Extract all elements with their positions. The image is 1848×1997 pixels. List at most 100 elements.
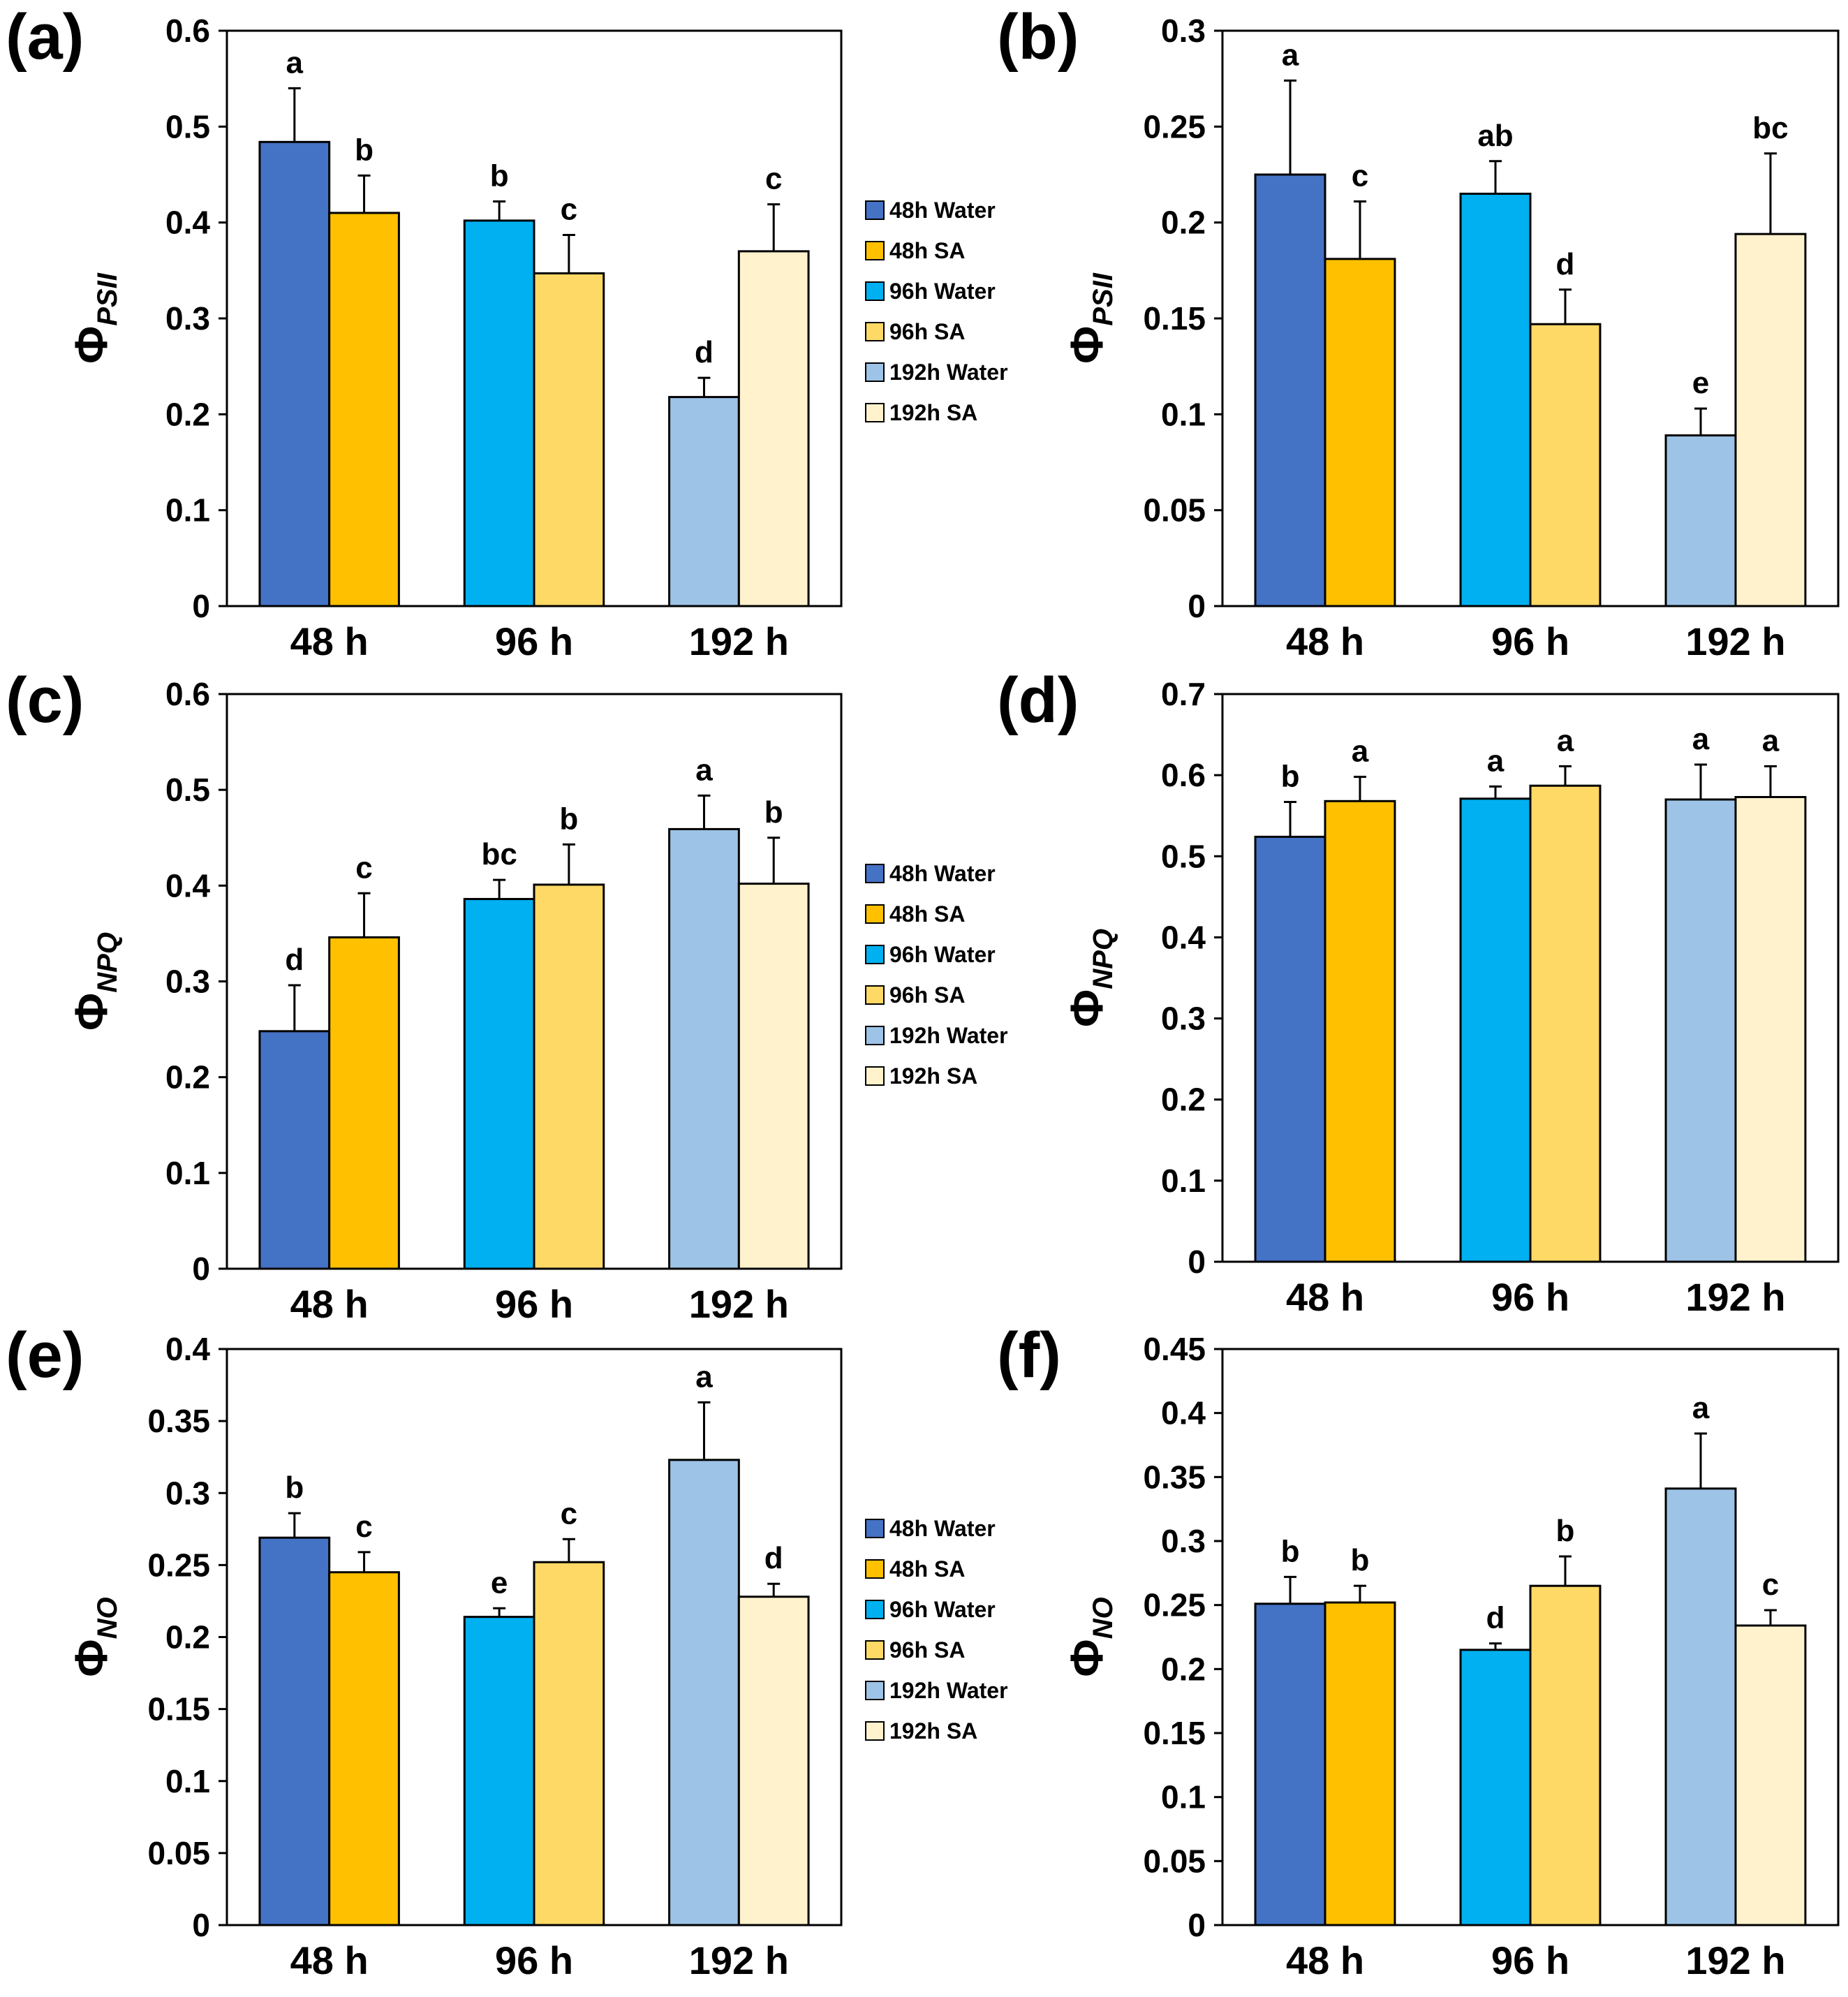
legend-label: 48h Water (889, 1516, 996, 1541)
legend-swatch (865, 1026, 885, 1045)
bar (533, 1561, 605, 1926)
panel-label: (c) (6, 665, 84, 736)
y-tick-label: 0.45 (1143, 1331, 1206, 1367)
bar (1459, 192, 1532, 607)
bar (737, 1596, 810, 1926)
significance-letter: d (764, 1541, 783, 1575)
significance-letter: bc (481, 837, 517, 871)
significance-letter: a (1282, 38, 1299, 72)
y-tick-label: 0.1 (1161, 396, 1206, 432)
x-category-label: 192 h (1685, 1275, 1785, 1319)
legend-swatch (865, 945, 885, 964)
chart-panel-d: 0 0.1 0.2 0.3 0.4 0.5 0.6 0.7 ΦNPQ (d) 48 h b a 96 h a… (997, 665, 1840, 1319)
y-tick-label: 0.35 (1143, 1459, 1206, 1495)
significance-letter: d (1486, 1601, 1505, 1635)
y-tick-label: 0.3 (1161, 13, 1206, 49)
bar (1734, 233, 1807, 607)
bar (463, 219, 535, 607)
x-category-label: 48 h (1286, 1275, 1364, 1319)
y-tick-label: 0.6 (1161, 757, 1206, 793)
y-tick-label: 0.35 (147, 1403, 210, 1439)
y-tick-label: 0.05 (1143, 1843, 1206, 1879)
significance-letter: b (1556, 1514, 1575, 1548)
legend-label: 192h SA (889, 1718, 977, 1744)
y-tick-label: 0.1 (165, 492, 210, 529)
legend-swatch (865, 1721, 885, 1741)
legend-label: 48h Water (889, 861, 996, 886)
y-axis-label: ΦPSII (65, 272, 123, 364)
bar (1664, 1487, 1737, 1926)
bar (1664, 434, 1737, 607)
x-category-label: 48 h (290, 619, 369, 663)
chart-panel-c: 0 0.1 0.2 0.3 0.4 0.5 0.6 ΦNPQ (c) 48 h d c 96 h bc b 1… (6, 665, 1008, 1326)
x-category-label: 48 h (1286, 1938, 1364, 1982)
bar (1254, 1602, 1326, 1926)
y-tick-label: 0.15 (1143, 1715, 1206, 1751)
legend-label: 96h SA (889, 319, 965, 344)
significance-letter: c (561, 193, 577, 227)
legend-swatch (865, 1681, 885, 1700)
bar (258, 1030, 331, 1270)
significance-letter: b (1351, 1543, 1370, 1577)
y-axis-label: ΦNO (1060, 1597, 1118, 1677)
y-tick-label: 0.4 (165, 1331, 210, 1367)
significance-letter: bc (1752, 111, 1788, 145)
bar (1254, 835, 1326, 1263)
bar (737, 250, 810, 607)
legend-label: 96h Water (889, 279, 996, 304)
significance-letter: a (1557, 723, 1574, 758)
legend-swatch (865, 241, 885, 260)
legend-label: 48h SA (889, 901, 965, 927)
y-tick-label: 0.6 (165, 676, 210, 712)
significance-letter: c (355, 1510, 372, 1544)
x-category-label: 192 h (1685, 1938, 1785, 1982)
y-axis-label: ΦNPQ (65, 932, 123, 1031)
y-tick-label: 0.4 (1161, 1395, 1206, 1431)
y-tick-label: 0 (1188, 1244, 1206, 1280)
y-tick-label: 0.15 (147, 1691, 210, 1727)
chart-panel-f: 0 0.05 0.1 0.15 0.2 0.25 0.3 0.35 0.4 0.45 ΦNO (f) 4… (997, 1320, 1840, 1982)
bar (328, 936, 400, 1270)
significance-letter: c (1762, 1568, 1779, 1602)
significance-letter: d (285, 943, 304, 977)
bar (1459, 1649, 1532, 1926)
legend-swatch (865, 1519, 885, 1538)
y-tick-label: 0.3 (165, 964, 210, 1000)
x-category-label: 192 h (1685, 619, 1785, 663)
legend-swatch (865, 362, 885, 382)
y-tick-label: 0.4 (165, 205, 210, 241)
panel-label: (a) (6, 1, 84, 73)
y-tick-label: 0.05 (147, 1835, 210, 1871)
bar (533, 272, 605, 607)
y-tick-label: 0.05 (1143, 492, 1206, 529)
significance-letter: a (1487, 744, 1505, 778)
y-tick-label: 0.5 (1161, 838, 1206, 874)
y-axis-label: ΦNO (65, 1597, 123, 1677)
x-category-label: 96 h (1491, 619, 1569, 663)
y-tick-label: 0.5 (165, 108, 210, 145)
y-tick-label: 0 (1188, 1907, 1206, 1943)
legend-swatch (865, 1600, 885, 1619)
legend-label: 192h Water (889, 360, 1008, 385)
x-category-label: 96 h (495, 1282, 573, 1326)
x-category-label: 192 h (689, 1282, 789, 1326)
significance-letter: d (1556, 247, 1575, 281)
bar (1529, 323, 1602, 607)
legend-label: 192h SA (889, 400, 977, 425)
bar (463, 1616, 535, 1926)
x-category-label: 96 h (495, 1938, 573, 1982)
bar (533, 883, 605, 1270)
y-tick-label: 0.4 (165, 867, 210, 904)
significance-letter: b (559, 802, 578, 836)
legend-label: 96h Water (889, 942, 996, 967)
significance-letter: ab (1477, 119, 1513, 153)
legend-label: 192h Water (889, 1023, 1008, 1048)
significance-letter: a (1352, 734, 1369, 768)
y-tick-label: 0 (192, 1251, 210, 1287)
y-tick-label: 0.6 (165, 13, 210, 49)
significance-letter: a (1762, 723, 1780, 758)
x-category-label: 192 h (689, 619, 789, 663)
significance-letter: c (1352, 159, 1368, 193)
legend-label: 96h SA (889, 982, 965, 1008)
legend-label: 192h SA (889, 1063, 977, 1089)
